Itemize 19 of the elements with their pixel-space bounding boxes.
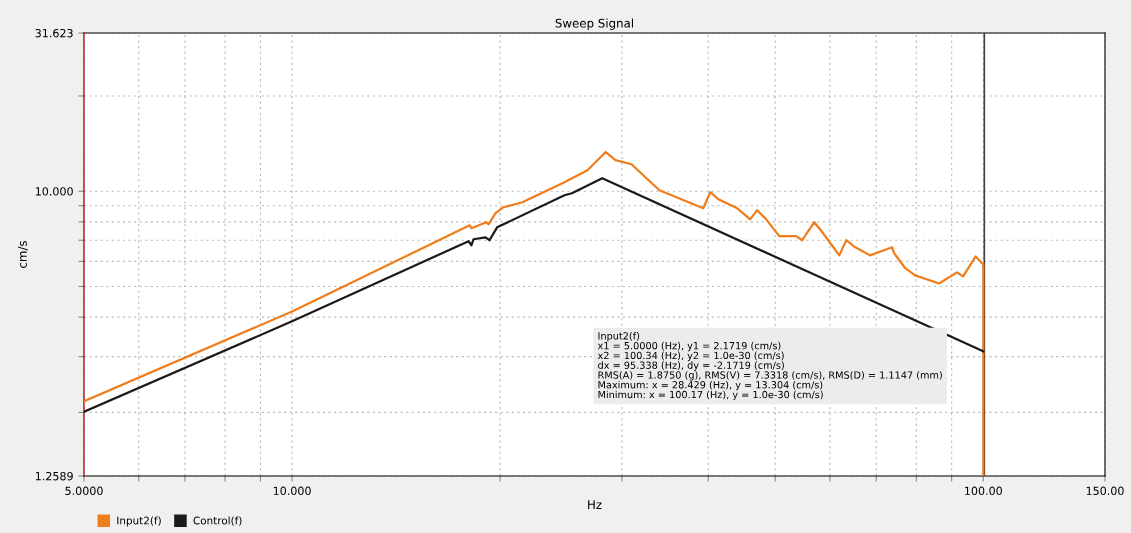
annotation: RMS(A) = 1.8750 (g), RMS(V) = 7.3318 (cm/s), RMS(D) = 1.1147 (mm) [598,371,942,381]
y-tick-label: 1.2589 [35,471,73,481]
x-axis-title: Hz [588,500,602,509]
annotation: Maximum: x = 28.429 (Hz), y = 13.304 (cm/s) [598,380,823,391]
annotation: x2 = 100.34 (Hz), y2 = 1.0e-30 (cm/s) [597,351,784,361]
annotation: dx = 95.338 (Hz), dy = -2.1719 (cm/s) [598,361,784,371]
x-tick-label: 10.000 [273,486,311,496]
legend-label: Control(f) [193,516,242,526]
x-tick-label: 150.00 [1086,486,1124,496]
annotation: Minimum: x = 100.17 (Hz), y = 1.0e-30 (cm/s) [598,390,823,401]
y-axis-title: cm/s [18,241,28,268]
chart-title: Sweep Signal [555,18,633,30]
annotation: Input2(f) [598,332,640,342]
y-tick-label: 31.623 [35,28,73,38]
legend-label: Input2(f) [117,516,161,527]
annotation: x1 = 5.0000 (Hz), y1 = 2.1719 (cm/s) [597,341,781,352]
x-tick-label: 5.0000 [65,486,103,496]
y-tick-label: 10.000 [35,187,73,196]
x-tick-label: 100.00 [965,486,1002,496]
